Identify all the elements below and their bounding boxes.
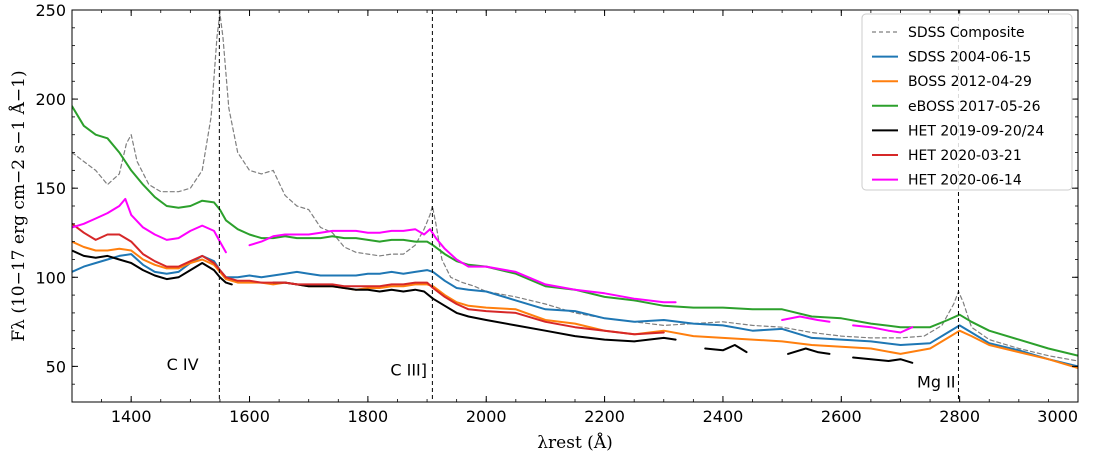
series-line-6-segment-1 [248, 228, 677, 304]
series-line-6-segment-3 [852, 324, 914, 334]
legend-box [861, 13, 1073, 191]
y-tick-label: 100 [35, 268, 66, 287]
x-tick-label: 2000 [466, 407, 507, 426]
series-line-6-segment-0 [72, 197, 227, 254]
annotation-label-1: C III] [390, 360, 427, 379]
y-tick-label: 150 [35, 179, 66, 198]
legend-item-label: HET 2019-09-20/24 [908, 123, 1044, 139]
series-line-0-segment-0 [72, 13, 1078, 362]
y-tick-label: 50 [46, 357, 66, 376]
axes: C IV C III] Mg II 1400 1600 1800 2000 2200 2400 2… [8, 1, 1079, 453]
x-tick-label: 1600 [229, 407, 270, 426]
legend-item-label: HET 2020-03-21 [908, 148, 1022, 164]
y-tick-label: 250 [35, 1, 66, 20]
x-tick-label: 1400 [111, 407, 152, 426]
x-tick-label: 2200 [584, 407, 625, 426]
annotation-label-0: C IV [167, 355, 199, 374]
x-axis-label: λrest (Å) [537, 432, 612, 453]
x-tick-label: 2600 [821, 407, 862, 426]
x-tick-label: 2800 [939, 407, 980, 426]
series-line-5-segment-0 [72, 222, 665, 336]
series-line-3-segment-0 [72, 105, 1078, 357]
legend-item-label: SDSS Composite [908, 25, 1025, 41]
x-tick-label: 1800 [348, 407, 389, 426]
legend-item-label: eBOSS 2017-05-26 [908, 99, 1041, 115]
y-axis-label: Fλ (10−17 erg cm−2 s−1 Å−1) [8, 70, 29, 341]
series-line-4-segment-1 [272, 281, 677, 343]
series-line-1-segment-0 [72, 253, 1078, 368]
series-line-4-segment-4 [852, 356, 914, 364]
series-line-4-segment-2 [704, 344, 748, 354]
series-line-4-segment-3 [787, 347, 831, 355]
annotation-label-2: Mg II [917, 373, 955, 392]
x-tick-label: 3000 [1037, 407, 1078, 426]
series-line-2-segment-0 [72, 240, 1078, 370]
plot-area [72, 13, 1078, 370]
y-tick-label: 200 [35, 90, 66, 109]
legend-item-label: HET 2020-06-14 [908, 173, 1022, 189]
legend: SDSS Composite SDSS 2004-06-15 BOSS 2012-0… [861, 13, 1073, 191]
series-line-6-segment-2 [781, 315, 831, 323]
legend-item-label: SDSS 2004-06-15 [908, 50, 1031, 66]
legend-item-label: BOSS 2012-04-29 [908, 74, 1032, 90]
x-tick-label: 2400 [703, 407, 744, 426]
series-line-4-segment-0 [72, 249, 233, 286]
